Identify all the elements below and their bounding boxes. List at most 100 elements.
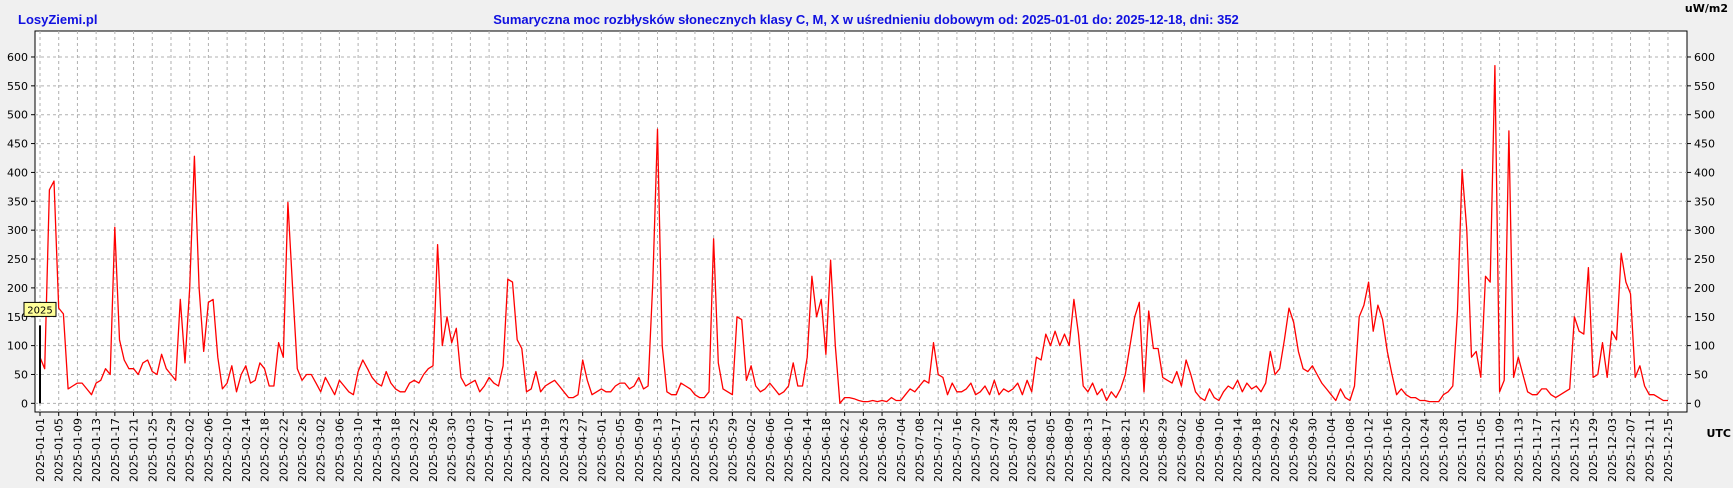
x-tick-label: 2025-11-21 [1550,418,1563,482]
x-tick-label: 2025-06-14 [801,418,814,482]
x-tick-label: 2025-02-06 [202,418,215,482]
x-tick-label: 2025-09-10 [1213,418,1226,482]
x-tick-label: 2025-07-28 [1007,418,1020,482]
y-tick-label: 300 [7,224,28,237]
x-tick-label: 2025-09-02 [1175,418,1188,482]
y-tick-label-right: 200 [1694,282,1715,295]
x-tick-label: 2025-06-26 [857,418,870,482]
x-tick-label: 2025-06-06 [764,418,777,482]
y-tick-label: 150 [7,311,28,324]
x-tick-label: 2025-04-15 [521,418,534,482]
x-tick-label: 2025-07-16 [951,418,964,482]
y-tick-label: 100 [7,340,28,353]
x-tick-label: 2025-12-11 [1643,418,1656,482]
y-tick-label: 350 [7,195,28,208]
x-tick-label: 2025-08-01 [1026,418,1039,482]
x-axis-label: UTC [1706,427,1731,440]
year-badge [23,301,57,317]
year-badge-text: 2025 [27,305,52,316]
y-tick-label: 50 [14,368,28,381]
x-tick-label: 2025-08-13 [1082,418,1095,482]
x-tick-label: 2025-02-26 [296,418,309,482]
series-line [39,64,1668,404]
x-tick-label: 2025-05-09 [633,418,646,482]
x-tick-label: 2025-08-17 [1101,418,1114,482]
x-tick-label: 2025-05-29 [726,418,739,482]
y-tick-label: 200 [7,282,28,295]
x-tick-label: 2025-10-20 [1400,418,1413,482]
x-tick-label: 2025-09-30 [1306,418,1319,482]
x-tick-label: 2025-11-13 [1512,418,1525,482]
x-tick-label: 2025-08-09 [1063,418,1076,482]
y-tick-label-right: 100 [1694,340,1715,353]
y-tick-label-right: 0 [1694,397,1701,410]
x-tick-label: 2025-06-30 [876,418,889,482]
x-tick-label: 2025-04-27 [577,418,590,482]
x-tick-label: 2025-01-09 [71,418,84,482]
x-tick-label: 2025-01-05 [53,418,66,482]
x-tick-label: 2025-01-17 [109,418,122,482]
x-tick-label: 2025-04-03 [464,418,477,482]
x-tick-label: 2025-09-26 [1288,418,1301,482]
site-label[interactable]: LosyZiemi.pl [18,12,97,27]
x-tick-label: 2025-04-07 [483,418,496,482]
x-tick-label: 2025-05-05 [614,418,627,482]
y-tick-label: 500 [7,109,28,122]
y-tick-label-right: 350 [1694,195,1715,208]
y-tick-label-right: 500 [1694,109,1715,122]
y-tick-label-right: 250 [1694,253,1715,266]
x-tick-label: 2025-01-29 [165,418,178,482]
x-tick-label: 2025-05-25 [708,418,721,482]
x-tick-label: 2025-01-25 [146,418,159,482]
x-tick-label: 2025-01-21 [128,418,141,482]
x-tick-label: 2025-12-15 [1662,418,1675,482]
x-tick-label: 2025-09-18 [1250,418,1263,482]
x-tick-label: 2025-08-29 [1157,418,1170,482]
x-tick-label: 2025-05-21 [689,418,702,482]
plot-area [34,30,1688,413]
x-tick-label: 2025-10-08 [1344,418,1357,482]
x-tick-label: 2025-03-22 [408,418,421,482]
x-tick-label: 2025-01-01 [34,418,47,482]
x-tick-label: 2025-10-24 [1419,418,1432,482]
y-tick-label: 600 [7,51,28,64]
x-tick-label: 2025-11-29 [1587,418,1600,482]
x-tick-label: 2025-03-02 [315,418,328,482]
x-tick-label: 2025-10-04 [1325,418,1338,482]
x-tick-label: 2025-03-06 [333,418,346,482]
x-tick-label: 2025-09-06 [1194,418,1207,482]
x-tick-label: 2025-03-30 [446,418,459,482]
axis-ticks: 0 0 50 50 100 100 150 150 200 200 250 250 300 300 350 3… [7,51,1715,482]
y-tick-label: 250 [7,253,28,266]
x-tick-label: 2025-10-28 [1437,418,1450,482]
x-tick-label: 2025-10-12 [1363,418,1376,482]
y-tick-label: 450 [7,138,28,151]
year-marker: 2025 [23,301,57,404]
x-tick-label: 2025-07-20 [970,418,983,482]
y-tick-label-right: 550 [1694,80,1715,93]
x-tick-label: 2025-11-01 [1456,418,1469,482]
x-tick-label: 2025-05-01 [595,418,608,482]
x-tick-label: 2025-02-10 [221,418,234,482]
y-tick-label-right: 150 [1694,311,1715,324]
x-tick-label: 2025-02-14 [240,418,253,482]
unit-label: uW/m2 [1685,2,1728,15]
x-tick-label: 2025-04-19 [539,418,552,482]
series-group [39,64,1668,404]
x-tick-label: 2025-09-14 [1232,418,1245,482]
y-tick-label: 550 [7,80,28,93]
x-tick-label: 2025-07-04 [895,418,908,482]
x-tick-label: 2025-10-16 [1381,418,1394,482]
y-tick-label: 400 [7,166,28,179]
x-tick-label: 2025-12-03 [1606,418,1619,482]
x-tick-label: 2025-03-18 [390,418,403,482]
x-tick-label: 2025-06-02 [745,418,758,482]
y-tick-label-right: 400 [1694,166,1715,179]
chart-title: Sumaryczna moc rozbłysków słonecznych kl… [493,12,1239,27]
x-tick-label: 2025-05-17 [670,418,683,482]
x-tick-label: 2025-11-09 [1494,418,1507,482]
x-tick-label: 2025-02-02 [184,418,197,482]
x-tick-label: 2025-07-08 [913,418,926,482]
grid [35,31,1687,412]
